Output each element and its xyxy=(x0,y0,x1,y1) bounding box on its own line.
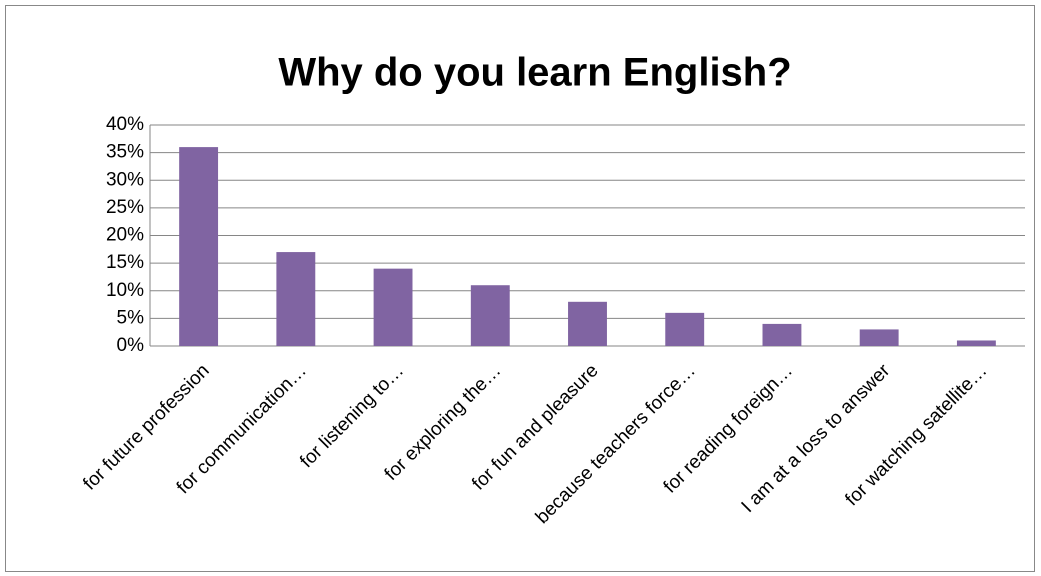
bar xyxy=(179,147,219,346)
y-tick-label: 40% xyxy=(106,114,144,135)
bar xyxy=(568,301,607,346)
y-tick-label: 20% xyxy=(106,225,144,246)
bar xyxy=(665,312,705,346)
chart-title: Why do you learn English? xyxy=(278,51,791,95)
bar xyxy=(859,329,899,346)
y-tick-label: 5% xyxy=(117,307,145,328)
bar xyxy=(373,268,413,346)
y-tick-label: 0% xyxy=(117,335,145,356)
y-tick-label: 15% xyxy=(106,252,144,273)
y-tick-label: 25% xyxy=(106,197,144,218)
chart-border xyxy=(5,5,1035,572)
bar xyxy=(762,323,802,346)
bar xyxy=(956,340,996,346)
bar xyxy=(470,285,510,346)
y-tick-label: 35% xyxy=(106,142,144,163)
y-tick-label: 10% xyxy=(106,280,144,301)
y-tick-label: 30% xyxy=(106,169,144,190)
bar xyxy=(276,252,316,346)
